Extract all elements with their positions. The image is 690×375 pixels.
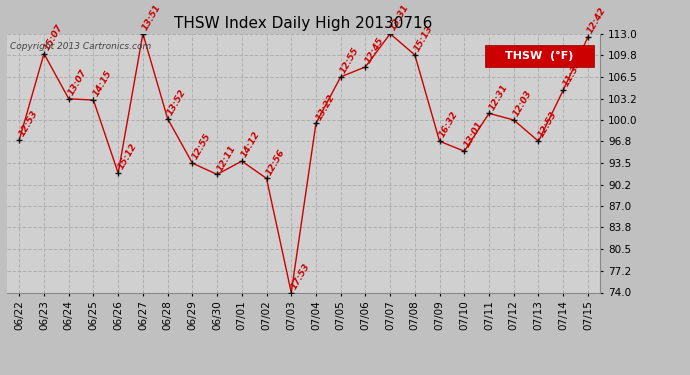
Text: 12:56: 12:56 [265, 147, 287, 177]
Text: 12:53: 12:53 [17, 109, 39, 138]
Text: 12:53: 12:53 [537, 110, 559, 140]
Text: 15:12: 15:12 [117, 142, 139, 171]
Text: 12:45: 12:45 [364, 36, 386, 65]
Text: 12:31: 12:31 [487, 82, 509, 112]
Text: Copyright 2013 Cartronics.com: Copyright 2013 Cartronics.com [10, 42, 151, 51]
Text: 16:32: 16:32 [437, 110, 460, 140]
Text: 13:31: 13:31 [388, 3, 411, 32]
Text: 13:07: 13:07 [67, 68, 89, 97]
Text: 13:51: 13:51 [141, 3, 163, 32]
FancyBboxPatch shape [484, 45, 594, 68]
Text: 11:34: 11:34 [562, 59, 584, 88]
Text: 12:42: 12:42 [586, 6, 608, 35]
Text: 12:55: 12:55 [190, 132, 213, 161]
Text: 13:22: 13:22 [314, 92, 336, 122]
Text: 14:15: 14:15 [92, 69, 114, 98]
Text: 17:53: 17:53 [289, 261, 311, 291]
Text: 15:07: 15:07 [42, 22, 64, 52]
Text: 12:03: 12:03 [512, 89, 534, 118]
Text: 12:55: 12:55 [339, 46, 361, 75]
Title: THSW Index Daily High 20130716: THSW Index Daily High 20130716 [175, 16, 433, 31]
Text: 12:11: 12:11 [215, 143, 237, 172]
Text: 15:13: 15:13 [413, 24, 435, 53]
Text: 13:01: 13:01 [462, 120, 484, 149]
Text: 13:52: 13:52 [166, 88, 188, 117]
Text: THSW  (°F): THSW (°F) [505, 51, 573, 62]
Text: 14:12: 14:12 [240, 130, 262, 159]
